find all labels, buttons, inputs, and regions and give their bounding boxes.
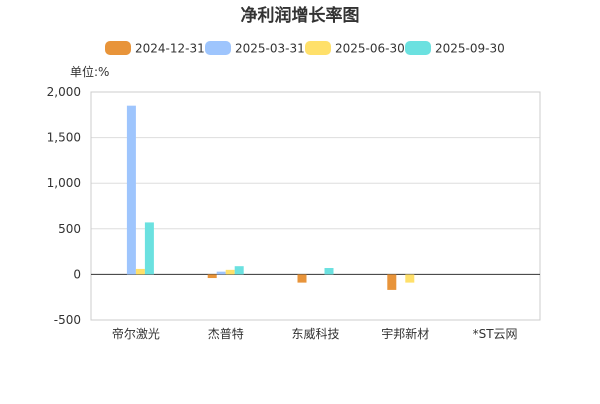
plot-frame [90, 91, 541, 321]
bar [234, 266, 244, 275]
bars [126, 105, 415, 290]
legend-label: 2024-12-31 [135, 42, 205, 56]
bar [324, 268, 334, 275]
legend-swatch [105, 41, 131, 55]
x-tick-label: *ST云网 [473, 327, 518, 341]
gridlines [90, 91, 541, 321]
unit-label: 单位:% [70, 64, 109, 79]
y-tick-label: 500 [58, 222, 81, 236]
bar [207, 274, 217, 279]
y-tick-label: 1,500 [47, 131, 81, 145]
x-axis: 帝尔激光 杰普特 东威科技 宇邦新材 *ST云网 [91, 273, 540, 341]
x-tick-label: 帝尔激光 [112, 326, 160, 341]
bar [144, 222, 154, 275]
legend-label: 2025-09-30 [435, 42, 505, 56]
y-tick-label: 0 [73, 267, 81, 281]
bar [135, 268, 145, 275]
y-axis: -500 0 500 1,000 1,500 2,000 [47, 85, 81, 327]
x-tick-label: 宇邦新材 [381, 326, 429, 341]
legend-swatch [205, 41, 231, 55]
x-tick-label: 东威科技 [291, 327, 339, 341]
y-tick-label: 1,000 [47, 176, 81, 190]
legend-label: 2025-03-31 [235, 42, 305, 56]
legend-swatch [405, 41, 431, 55]
bar [387, 274, 397, 290]
y-tick-label: -500 [54, 313, 81, 327]
y-tick-label: 2,000 [47, 85, 81, 99]
legend-swatch [305, 41, 331, 55]
bar [405, 274, 415, 283]
legend: 2024-12-31 2025-03-31 2025-06-30 2025-09-30 [105, 41, 505, 56]
x-tick-label: 杰普特 [208, 326, 244, 341]
bar [297, 274, 307, 283]
bar [216, 271, 226, 275]
legend-label: 2025-06-30 [335, 42, 405, 56]
bar [126, 105, 136, 275]
chart-title: 净利润增长率图 [241, 5, 360, 26]
bar [225, 269, 235, 275]
